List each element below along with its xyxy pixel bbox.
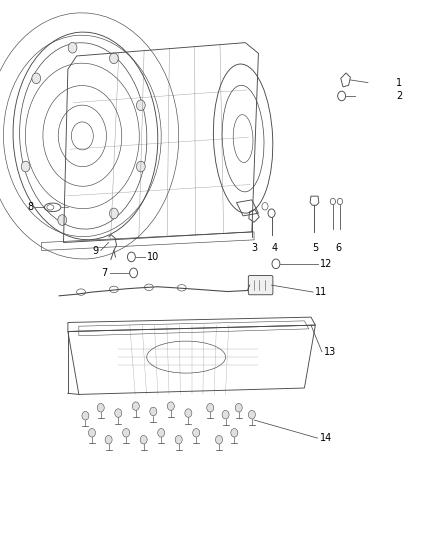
- Circle shape: [150, 407, 157, 416]
- Circle shape: [248, 410, 255, 419]
- Text: 14: 14: [320, 433, 332, 443]
- Circle shape: [110, 208, 118, 219]
- FancyBboxPatch shape: [248, 276, 273, 295]
- Circle shape: [231, 429, 238, 437]
- Text: 11: 11: [315, 287, 328, 297]
- Circle shape: [140, 435, 147, 444]
- Text: 9: 9: [92, 246, 99, 255]
- Circle shape: [68, 43, 77, 53]
- Text: 13: 13: [324, 347, 336, 357]
- Circle shape: [88, 429, 95, 437]
- Circle shape: [123, 429, 130, 437]
- Circle shape: [137, 161, 145, 172]
- Circle shape: [207, 403, 214, 412]
- Circle shape: [58, 215, 67, 225]
- Circle shape: [235, 403, 242, 412]
- Circle shape: [158, 429, 165, 437]
- Circle shape: [115, 409, 122, 417]
- Circle shape: [32, 73, 41, 84]
- Text: 4: 4: [271, 243, 277, 253]
- Text: 1: 1: [396, 78, 403, 87]
- Circle shape: [167, 402, 174, 410]
- Text: 8: 8: [27, 203, 33, 212]
- Text: 7: 7: [101, 268, 107, 278]
- Circle shape: [82, 411, 89, 420]
- Circle shape: [137, 100, 145, 111]
- Circle shape: [185, 409, 192, 417]
- Circle shape: [105, 435, 112, 444]
- Circle shape: [222, 410, 229, 419]
- Circle shape: [215, 435, 223, 444]
- Circle shape: [132, 402, 139, 410]
- Circle shape: [21, 161, 30, 172]
- Text: 5: 5: [312, 243, 318, 253]
- Circle shape: [97, 403, 104, 412]
- Text: 2: 2: [396, 91, 403, 101]
- Circle shape: [175, 435, 182, 444]
- Text: 6: 6: [335, 243, 341, 253]
- Text: 3: 3: [251, 243, 257, 253]
- Circle shape: [110, 53, 118, 64]
- Text: 12: 12: [320, 259, 332, 269]
- Circle shape: [193, 429, 200, 437]
- Text: 10: 10: [147, 252, 159, 262]
